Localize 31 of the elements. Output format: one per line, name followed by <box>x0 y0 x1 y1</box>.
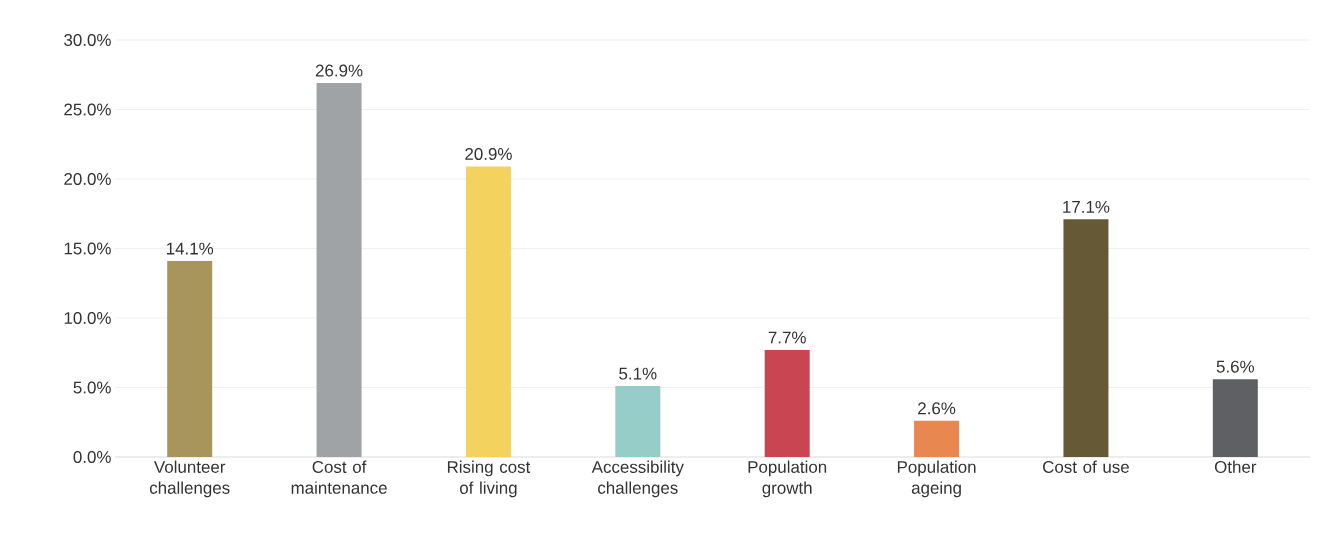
x-tick-label: Volunteer challenges <box>149 460 230 498</box>
bar <box>316 83 362 457</box>
x-tick-label: Other <box>1214 460 1257 473</box>
y-tick-label: 30.0% <box>64 34 111 46</box>
data-label: 26.9% <box>315 64 363 77</box>
data-label: 5.1% <box>619 367 657 380</box>
y-tick-label: 25.0% <box>64 103 111 116</box>
data-label: 20.9% <box>465 147 512 160</box>
bar <box>764 349 810 457</box>
y-tick-label: 5.0% <box>73 381 111 394</box>
x-tick-label: Cost of use <box>1043 460 1129 473</box>
bar <box>1212 379 1258 457</box>
x-tick-label: Rising cost of living <box>447 460 531 498</box>
x-tick-label: Accessibility challenges <box>591 460 684 498</box>
y-tick-label: 20.0% <box>64 173 111 185</box>
data-label: 2.6% <box>918 402 956 415</box>
x-tick-label: Cost of maintenance <box>291 460 387 494</box>
y-tick-label: 0.0% <box>73 451 111 463</box>
data-label: 5.6% <box>1216 360 1254 373</box>
bar <box>914 420 960 457</box>
data-label: 7.7% <box>768 331 806 344</box>
bar <box>167 261 213 457</box>
y-tick-label: 15.0% <box>64 242 111 255</box>
data-label: 17.1% <box>1063 200 1110 213</box>
x-tick-label: Population growth <box>748 460 827 498</box>
bar <box>465 166 511 457</box>
data-label: 14.1% <box>166 242 214 255</box>
bar <box>1063 219 1109 457</box>
bar <box>615 386 661 457</box>
x-tick-label: Population ageing <box>897 460 976 498</box>
y-tick-label: 10.0% <box>64 312 111 324</box>
